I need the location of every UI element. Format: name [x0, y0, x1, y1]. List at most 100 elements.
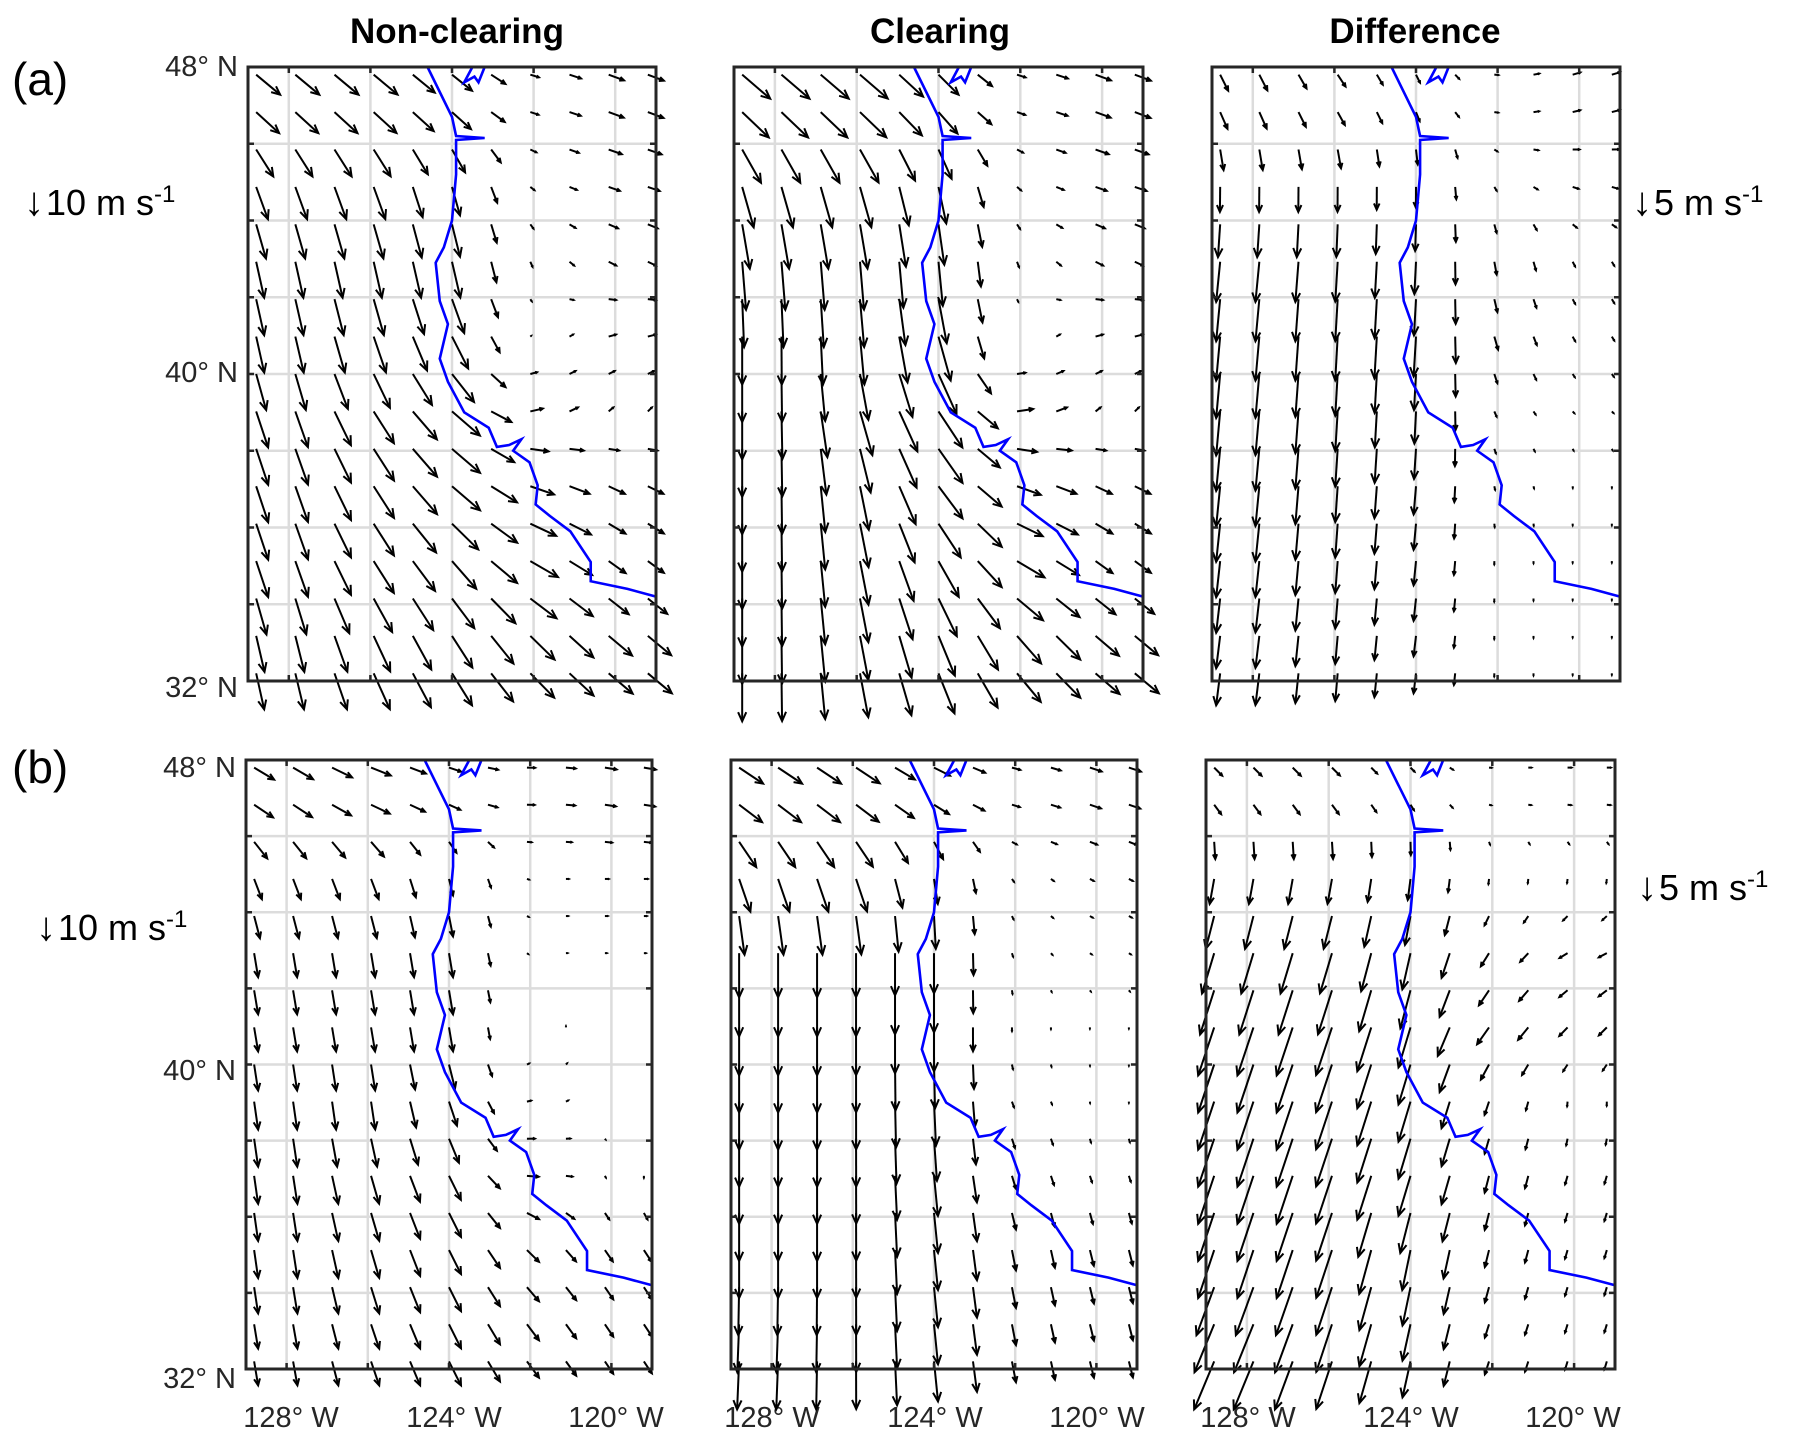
- wind-vector: [1291, 261, 1302, 305]
- wind-vector-shaft: [777, 766, 803, 785]
- wind-vector-shaft: [894, 1287, 899, 1332]
- wind-vector-head: [1252, 247, 1263, 260]
- wind-vector-shaft: [933, 1101, 937, 1146]
- wind-vector-head: [409, 1081, 418, 1092]
- wind-vector: [1452, 411, 1459, 433]
- wind-vector: [530, 111, 541, 116]
- wind-vector-shaft: [1440, 1101, 1451, 1129]
- wind-vector: [1493, 148, 1500, 153]
- quiver-panel-b-difference: [1192, 758, 1617, 1412]
- wind-vector: [643, 1360, 654, 1376]
- wind-vector-head: [1370, 508, 1380, 521]
- wind-vector-head: [305, 810, 315, 819]
- wind-vector-head: [1274, 1288, 1285, 1301]
- wind-vector: [1128, 952, 1133, 956]
- wind-vector-head: [370, 969, 378, 980]
- wind-vector: [1127, 1249, 1135, 1268]
- wind-vector: [1088, 1138, 1093, 1145]
- wind-vector-shaft: [859, 448, 872, 493]
- wind-vector-shaft: [1414, 224, 1417, 251]
- wind-vector-shaft: [1274, 1323, 1294, 1373]
- wind-vector-shaft: [937, 261, 944, 306]
- wind-vector-head: [254, 931, 263, 941]
- wind-vector-head: [1356, 1021, 1367, 1034]
- wind-vector-head: [1603, 1255, 1607, 1261]
- wind-vector-head: [1206, 896, 1215, 907]
- wind-vector-head: [909, 441, 919, 454]
- wind-vector: [409, 803, 428, 813]
- wind-vector-head: [732, 1362, 743, 1375]
- wind-vector-head: [1530, 766, 1534, 769]
- wind-vector-head: [892, 941, 903, 955]
- wind-vector: [1355, 1138, 1373, 1185]
- wind-vector-head: [300, 474, 310, 487]
- wind-vector-head: [459, 358, 470, 371]
- wind-vector-head: [583, 488, 592, 496]
- wind-vector: [486, 990, 493, 1005]
- wind-vector-head: [1145, 113, 1153, 120]
- wind-vector-shaft: [1236, 1175, 1255, 1225]
- wind-vector: [1404, 878, 1412, 903]
- wind-vector: [1409, 448, 1420, 482]
- wind-vector: [294, 411, 310, 450]
- wind-vector-shaft: [1055, 522, 1079, 536]
- wind-vector-shaft: [977, 522, 1003, 548]
- wind-vector-head: [258, 248, 269, 261]
- wind-vector-head: [534, 370, 540, 375]
- wind-vector: [1095, 485, 1114, 495]
- wind-vector: [1492, 635, 1496, 642]
- wind-vector: [1251, 448, 1262, 494]
- wind-vector: [1297, 149, 1305, 172]
- wind-vector-shaft: [1294, 486, 1300, 525]
- wind-vector-head: [992, 577, 1004, 589]
- wind-vector-head: [649, 405, 654, 410]
- wind-vector: [487, 1138, 499, 1153]
- wind-vector-head: [1364, 894, 1373, 905]
- wind-vector-shaft: [255, 373, 268, 411]
- wind-vector-shaft: [1088, 1249, 1095, 1266]
- wind-vector-head: [1410, 650, 1418, 659]
- wind-vector-head: [296, 362, 307, 375]
- wind-vector-shaft: [894, 878, 904, 908]
- wind-vector-shaft: [333, 261, 344, 298]
- wind-vector-head: [1563, 1181, 1568, 1187]
- wind-vector-shaft: [1016, 408, 1034, 413]
- wind-vector-head: [257, 699, 268, 712]
- wind-vector: [1532, 635, 1535, 641]
- wind-vector: [1493, 298, 1500, 315]
- wind-vector-head: [976, 279, 985, 289]
- wind-vector-head: [409, 1044, 417, 1054]
- wind-vector-head: [259, 399, 269, 413]
- wind-vector: [253, 1361, 261, 1388]
- wind-vector-head: [619, 76, 627, 82]
- wind-vector-shaft: [1016, 560, 1045, 579]
- wind-vector-shaft: [858, 261, 865, 310]
- wind-vector-shaft: [1049, 1361, 1056, 1380]
- wind-vector-shaft: [1315, 1175, 1333, 1224]
- wind-vector-shaft: [333, 148, 353, 177]
- wind-vector-head: [1089, 1220, 1095, 1227]
- wind-vector-head: [1273, 1399, 1283, 1412]
- wind-vector-head: [1492, 600, 1496, 605]
- wind-vector-head: [1050, 1299, 1058, 1308]
- wind-vector: [1242, 915, 1255, 952]
- wind-vector: [1314, 1101, 1333, 1152]
- wind-vector-head: [533, 1334, 541, 1343]
- wind-vector-head: [413, 1304, 422, 1315]
- wind-vector: [253, 1027, 261, 1054]
- wind-vector: [1212, 261, 1222, 305]
- wind-vector-shaft: [294, 261, 305, 298]
- wind-vector: [1016, 371, 1028, 375]
- wind-vector: [1291, 804, 1302, 817]
- wind-vector-head: [1483, 1333, 1489, 1340]
- wind-vector-shaft: [1016, 447, 1038, 453]
- wind-vector-shaft: [976, 148, 989, 167]
- wind-vector-head: [260, 512, 271, 525]
- wind-vector-head: [1261, 123, 1268, 131]
- wind-vector: [1439, 952, 1451, 981]
- wind-vector-head: [493, 1261, 502, 1270]
- wind-vector: [1219, 74, 1230, 93]
- wind-vector: [647, 635, 674, 657]
- wind-vector-shaft: [898, 523, 916, 563]
- wind-vector-head: [1493, 488, 1497, 493]
